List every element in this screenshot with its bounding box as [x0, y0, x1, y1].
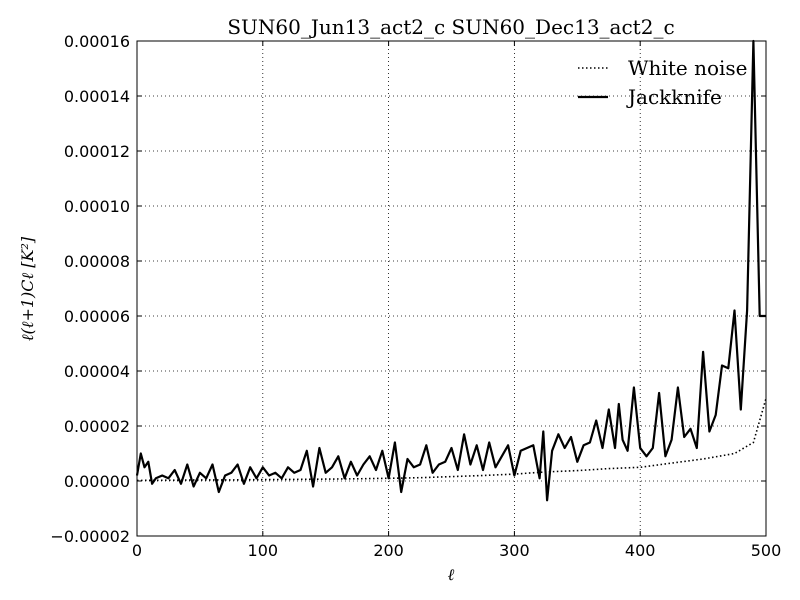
y-axis-label: ℓ(ℓ+1)Cℓ [K²]	[18, 236, 37, 341]
y-tick-label: 0.00014	[64, 87, 130, 106]
y-tick-label: −0.00002	[50, 527, 130, 546]
plot-frame	[136, 40, 767, 537]
y-tick-label: 0.00012	[64, 142, 130, 161]
series-layer	[135, 39, 767, 502]
y-tick-label: 0.00008	[64, 252, 130, 271]
y-tick-label: 0.00004	[64, 362, 130, 381]
y-tick-label: 0.00006	[64, 307, 130, 326]
legend: White noise Jackknife	[578, 56, 747, 109]
y-axis: −0.00002 0.00000 0.00002 0.00004 0.00006 0.00…	[50, 32, 766, 546]
x-axis-label: ℓ	[448, 565, 455, 584]
y-tick-label: 0.00010	[64, 197, 130, 216]
series-jackknife-line	[135, 39, 766, 502]
x-axis: 0 100 200 300 400 500	[132, 41, 781, 560]
y-tick-label: 0.00002	[64, 417, 130, 436]
chart-title: SUN60_Jun13_act2_c SUN60_Dec13_act2_c	[227, 15, 674, 39]
legend-label: Jackknife	[626, 85, 722, 109]
legend-label: White noise	[628, 56, 747, 80]
x-tick-label: 500	[751, 541, 782, 560]
x-tick-label: 200	[373, 541, 404, 560]
x-tick-label: 300	[499, 541, 530, 560]
x-tick-label: 0	[132, 541, 142, 560]
y-tick-label: 0.00016	[64, 32, 130, 51]
x-tick-label: 400	[625, 541, 656, 560]
x-tick-label: 100	[248, 541, 279, 560]
y-tick-label: 0.00000	[64, 472, 130, 491]
